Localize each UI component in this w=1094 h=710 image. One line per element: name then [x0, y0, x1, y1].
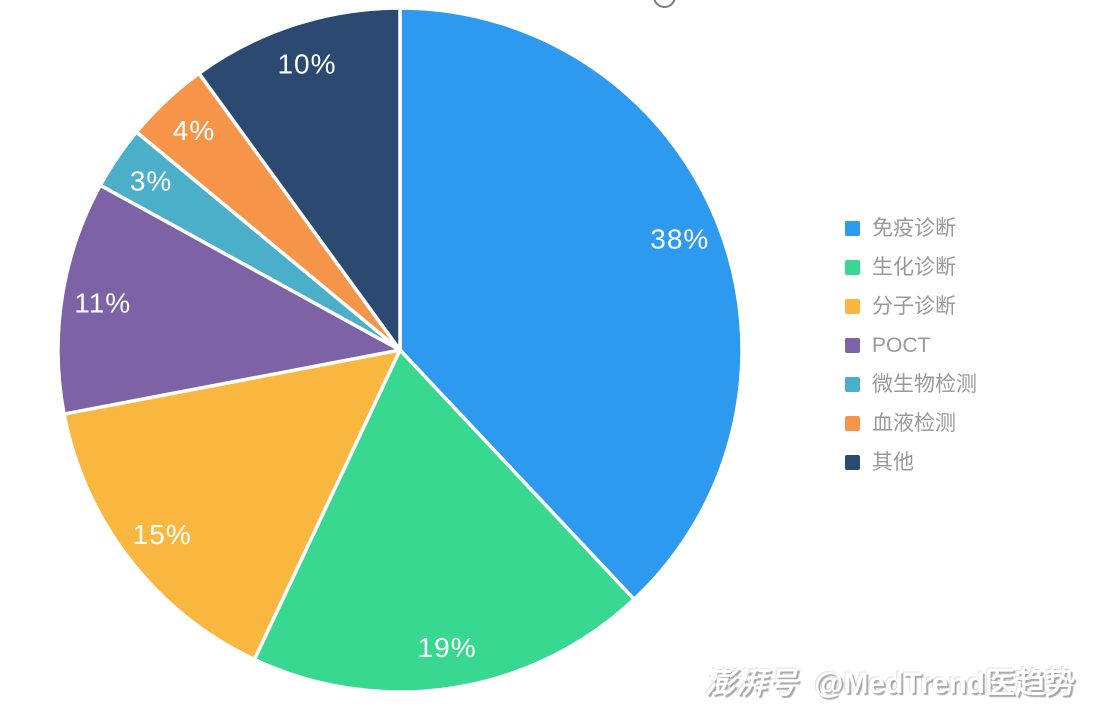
legend-item-label: POCT: [872, 334, 931, 357]
legend-item-分子诊断[interactable]: 分子诊断: [845, 287, 977, 326]
pie-slice-label-血液检测: 4%: [173, 115, 215, 146]
pie-slice-label-免疫诊断: 38%: [650, 224, 709, 255]
legend-swatch-icon: [845, 338, 860, 353]
pie-slice-POCT[interactable]: [56, 183, 402, 416]
legend-item-label: 免疫诊断: [872, 217, 956, 240]
legend-item-label: 微生物检测: [872, 373, 977, 396]
watermark-logo-text: 澎湃号: [705, 667, 799, 700]
watermark-account-text: @MedTrend医趋势: [814, 667, 1075, 700]
pie-slice-label-生化诊断: 19%: [418, 632, 477, 663]
legend-item-免疫诊断[interactable]: 免疫诊断: [845, 209, 977, 248]
legend-swatch-icon: [845, 260, 860, 275]
legend-swatch-icon: [845, 377, 860, 392]
legend-swatch-icon: [845, 299, 860, 314]
legend-item-label: 其他: [872, 451, 914, 474]
legend-item-生化诊断[interactable]: 生化诊断: [845, 248, 977, 287]
pie-slice-分子诊断[interactable]: [62, 348, 402, 662]
legend-swatch-icon: [845, 455, 860, 470]
legend-item-label: 分子诊断: [872, 295, 956, 318]
legend-swatch-icon: [845, 221, 860, 236]
legend-swatch-icon: [845, 416, 860, 431]
legend-item-label: 生化诊断: [872, 256, 956, 279]
legend-item-label: 血液检测: [872, 412, 956, 435]
pie-slice-免疫诊断[interactable]: [398, 6, 744, 602]
pie-slice-其他[interactable]: [197, 6, 402, 352]
legend-item-血液检测[interactable]: 血液检测: [845, 404, 977, 443]
pie-slice-label-其他: 10%: [277, 48, 336, 79]
pie-slice-生化诊断[interactable]: [252, 348, 636, 694]
pie-slice-label-微生物检测: 3%: [130, 165, 172, 196]
legend-item-其他[interactable]: 其他: [845, 443, 977, 482]
legend-item-微生物检测[interactable]: 微生物检测: [845, 365, 977, 404]
pie-slice-label-POCT: 11%: [74, 287, 131, 318]
pie-slice-label-分子诊断: 15%: [133, 519, 192, 550]
legend: 免疫诊断生化诊断分子诊断 POCT 微生物检测血液检测其他: [845, 209, 977, 482]
legend-item-POCT[interactable]: POCT: [845, 326, 977, 365]
watermark: 澎湃号 @MedTrend医趋势: [705, 658, 1075, 702]
